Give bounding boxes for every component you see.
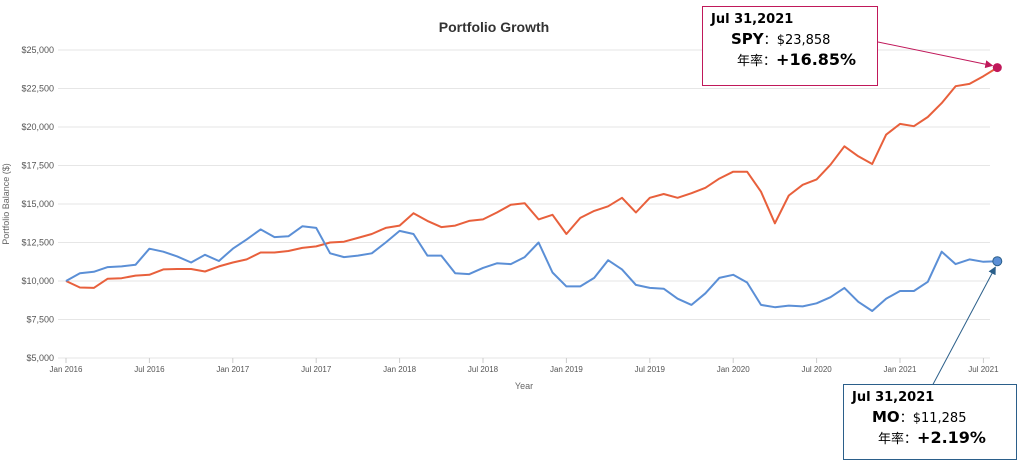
mo-callout-arrow xyxy=(929,266,996,391)
y-tick-label: $7,500 xyxy=(26,315,54,325)
spy-callout-ticker: SPY xyxy=(731,30,764,48)
mo-callout-return: +2.19% xyxy=(917,428,986,447)
spy-callout-arrow xyxy=(877,41,994,69)
x-tick-label: Jul 2021 xyxy=(968,365,999,374)
y-tick-label: $20,000 xyxy=(21,122,54,132)
x-tick-label: Jul 2019 xyxy=(635,365,666,374)
spy-callout-separator-2: ： xyxy=(763,54,777,69)
mo-callout-value: $11,285 xyxy=(912,411,967,426)
spy-callout-value: $23,858 xyxy=(776,33,831,48)
y-tick-label: $15,000 xyxy=(21,199,54,209)
mo-callout-date: Jul 31,2021 xyxy=(852,390,935,405)
x-tick-label: Jan 2016 xyxy=(50,365,83,374)
y-axis-label: Portfolio Balance ($) xyxy=(1,163,11,245)
x-tick-label: Jul 2018 xyxy=(468,365,499,374)
x-tick-label: Jul 2016 xyxy=(134,365,165,374)
series xyxy=(65,66,998,312)
series-points xyxy=(992,63,1003,267)
mo-callout-ticker: MO xyxy=(872,408,900,426)
x-tick-label: Jan 2017 xyxy=(216,365,249,374)
x-axis-ticks: Jan 2016 Jul 2016 Jan 2017 Jul 2017 Jan 2018… xyxy=(50,358,999,374)
mo-callout-separator: ： xyxy=(899,411,913,426)
chart-title: Portfolio Growth xyxy=(439,19,549,35)
x-tick-label: Jan 2018 xyxy=(383,365,416,374)
mo-callout: Jul 31,2021 MO：$11,285 年率：+2.19% xyxy=(843,384,1017,460)
mo-endpoint xyxy=(992,256,1003,267)
spy-callout-value-row: SPY：$23,858 xyxy=(711,29,869,48)
x-tick-label: Jul 2020 xyxy=(801,365,832,374)
x-tick-label: Jan 2019 xyxy=(550,365,583,374)
spy-callout-separator: ： xyxy=(763,33,777,48)
y-tick-label: $10,000 xyxy=(21,276,54,286)
y-tick-label: $12,500 xyxy=(21,238,54,248)
y-tick-label: $17,500 xyxy=(21,161,54,171)
spy-endpoint xyxy=(992,63,1002,73)
mo-callout-return-row: 年率：+2.19% xyxy=(852,428,1008,447)
y-tick-label: $22,500 xyxy=(21,84,54,94)
series-line-mo xyxy=(65,225,998,312)
x-tick-label: Jan 2021 xyxy=(884,365,917,374)
spy-callout-date: Jul 31,2021 xyxy=(711,12,794,27)
spy-callout-return: +16.85% xyxy=(776,50,857,69)
mo-callout-return-label: 年率 xyxy=(878,432,905,447)
mo-callout-value-row: MO：$11,285 xyxy=(852,407,1008,426)
spy-callout-return-row: 年率：+16.85% xyxy=(711,50,869,69)
mo-callout-separator-2: ： xyxy=(904,432,918,447)
spy-callout-return-label: 年率 xyxy=(737,54,764,69)
x-tick-label: Jul 2017 xyxy=(301,365,332,374)
y-tick-label: $5,000 xyxy=(26,353,54,363)
callout-arrows xyxy=(877,41,996,391)
y-tick-label: $25,000 xyxy=(21,45,54,55)
x-tick-label: Jan 2020 xyxy=(717,365,750,374)
x-axis-label: Year xyxy=(515,381,533,391)
y-axis-ticks: $5,000 $7,500 $10,000 $12,500 $15,000 $17,500… xyxy=(21,45,54,363)
spy-callout: Jul 31,2021 SPY：$23,858 年率：+16.85% xyxy=(702,6,878,86)
series-line-spy xyxy=(65,66,998,289)
